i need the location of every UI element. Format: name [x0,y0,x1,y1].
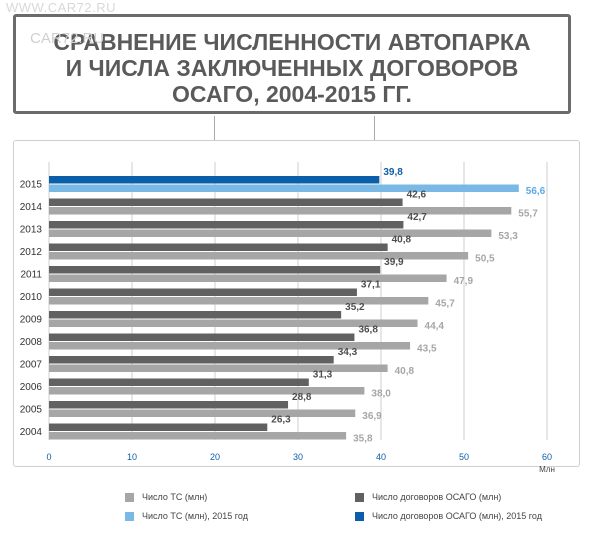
bar-vehicles [49,184,519,192]
legend-label-contracts: Число договоров ОСАГО (млн) [372,492,502,502]
x-tick-label: 50 [459,452,469,462]
data-label-vehicles: 56,6 [526,186,546,197]
x-axis-label: Млн [539,465,555,474]
legend-item-vehicles: Число ТС (млн) [125,492,207,502]
data-label-vehicles: 45,7 [435,299,455,310]
legend-swatch-contracts [355,492,364,502]
data-label-contracts: 39,9 [384,257,404,268]
category-label: 2008 [20,337,43,348]
category-label: 2012 [20,247,43,258]
data-label-vehicles: 43,5 [417,344,437,355]
bar-vehicles [49,387,365,395]
x-tick-label: 10 [127,452,137,462]
legend-swatch-contracts-2015 [355,511,364,521]
category-label: 2013 [20,225,43,236]
data-label-vehicles: 36,9 [362,411,382,422]
bar-contracts [49,356,334,364]
category-label: 2004 [20,427,43,438]
bar-contracts [49,401,289,409]
x-tick-label: 30 [293,452,303,462]
data-label-contracts: 28,8 [292,392,312,403]
bar-contracts [49,198,403,206]
bar-contracts [49,221,404,229]
data-label-vehicles: 35,8 [353,434,373,445]
data-label-contracts: 35,2 [345,302,365,313]
data-label-contracts: 34,3 [338,347,358,358]
connector-line-left [214,116,215,140]
x-tick-label: 0 [46,452,51,462]
bar-contracts [49,333,355,341]
legend-item-vehicles-2015: Число ТС (млн), 2015 год [125,511,248,521]
bar-vehicles [49,229,492,237]
category-label: 2009 [20,315,43,326]
data-label-contracts: 37,1 [361,280,381,291]
legend-label-vehicles: Число ТС (млн) [142,492,208,502]
title-box: СРАВНЕНИЕ ЧИСЛЕННОСТИ АВТОПАРКА И ЧИСЛА … [13,14,571,114]
watermark-text: WWW.CAR72.RU [6,0,116,15]
bar-vehicles [49,319,418,327]
legend-item-contracts-2015: Число договоров ОСАГО (млн), 2015 год [355,511,542,521]
bar-contracts [49,243,388,251]
bar-contracts [49,266,381,274]
category-label: 2011 [20,270,42,281]
legend-label-vehicles-2015: Число ТС (млн), 2015 год [142,511,248,521]
category-label: 2014 [20,202,43,213]
bar-contracts [49,176,380,184]
data-label-contracts: 42,7 [407,212,427,223]
data-label-vehicles: 38,0 [371,389,391,400]
x-tick-label: 20 [210,452,220,462]
data-label-contracts: 36,8 [358,325,378,336]
bar-vehicles [49,207,512,215]
category-label: 2005 [20,405,43,416]
bar-vehicles [49,432,347,440]
legend-swatch-vehicles-2015 [125,511,134,521]
data-label-contracts: 31,3 [313,370,333,381]
data-label-contracts: 40,8 [392,235,412,246]
legend-item-contracts: Число договоров ОСАГО (млн) [355,492,501,502]
data-label-contracts: 26,3 [271,415,291,426]
category-label: 2006 [20,382,43,393]
x-tick-label: 40 [376,452,386,462]
data-label-vehicles: 55,7 [518,209,538,220]
data-label-contracts: 42,6 [407,190,427,201]
category-label: 2007 [20,360,43,371]
x-tick-label: 60 [542,452,552,462]
chart-title: СРАВНЕНИЕ ЧИСЛЕННОСТИ АВТОПАРКА И ЧИСЛА … [53,29,531,107]
bar-vehicles [49,252,469,260]
watermark-overlay: CAR72.RU [30,30,105,47]
data-label-vehicles: 44,4 [425,321,445,332]
bar-vehicles [49,364,388,372]
data-label-vehicles: 40,8 [395,366,415,377]
connector-line-right [374,116,375,140]
bar-contracts [49,423,268,431]
data-label-contracts: 39,8 [383,167,403,178]
bar-contracts [49,288,357,296]
category-label: 2010 [20,292,43,303]
bar-vehicles [49,297,429,305]
data-label-vehicles: 50,5 [475,254,495,265]
data-label-vehicles: 47,9 [454,276,474,287]
category-label: 2015 [20,180,43,191]
legend-label-contracts-2015: Число договоров ОСАГО (млн), 2015 год [372,511,542,521]
bar-vehicles [49,342,411,350]
legend-swatch-vehicles [125,492,134,502]
bar-vehicles [49,274,447,282]
bar-contracts [49,378,309,386]
bar-contracts [49,311,342,319]
legend: Число ТС (млн) Число договоров ОСАГО (мл… [0,492,605,532]
data-label-vehicles: 53,3 [498,231,518,242]
bar-vehicles [49,409,356,417]
